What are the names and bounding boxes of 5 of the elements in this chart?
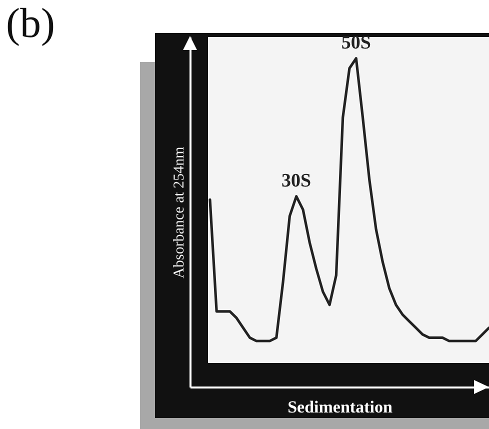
chart-title: (b) (6, 0, 55, 48)
annotation: 30S (282, 170, 312, 192)
x-axis-title: Sedimentation (288, 398, 393, 416)
y-axis-title: Absorbance at 254nm (172, 146, 188, 278)
annotation: 50S (341, 32, 371, 54)
